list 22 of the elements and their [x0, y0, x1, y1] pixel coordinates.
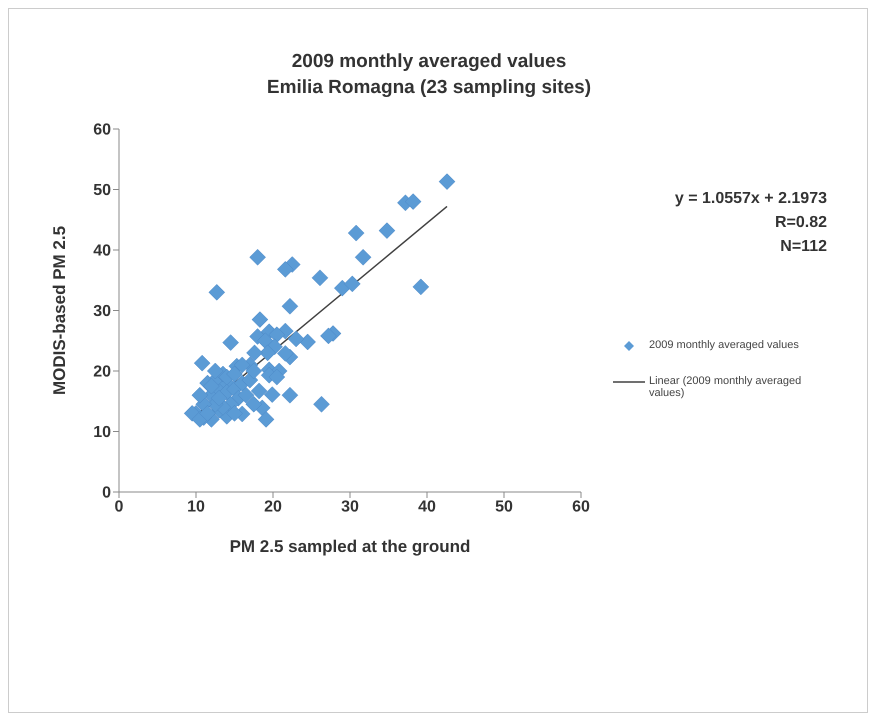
- y-tick-label: 10: [93, 424, 112, 442]
- x-tick-label: 10: [187, 498, 205, 516]
- legend-label: 2009 monthly averaged values: [649, 339, 800, 351]
- y-tick-label: 50: [93, 182, 112, 200]
- y-tick-label: 40: [93, 242, 112, 260]
- chart-title: 2009 monthly averaged values Emilia Romagna (23 sampling sites): [266, 50, 592, 100]
- text: R=0.82: [774, 213, 827, 233]
- x-tick-label: 30: [341, 498, 359, 516]
- y-tick-label: 0: [102, 484, 112, 502]
- x-tick-label: 40: [418, 498, 436, 516]
- x-tick-label: 60: [572, 498, 590, 516]
- x-axis-title: PM 2.5 sampled at the ground: [230, 537, 470, 556]
- text: y = 1.0557x + 2.1973: [674, 189, 827, 209]
- y-tick-label: 20: [93, 364, 112, 381]
- text: N=112: [779, 237, 827, 257]
- legend-label: Linear (2009 monthly averaged values): [649, 375, 802, 399]
- x-tick-label: 20: [264, 498, 282, 516]
- y-tick-label: 30: [93, 303, 112, 320]
- x-tick-label: 50: [495, 498, 513, 516]
- y-tick-label: 60: [93, 122, 112, 139]
- y-axis-title: MODIS-based PM 2.5: [50, 226, 70, 396]
- x-tick-label: 0: [114, 498, 124, 516]
